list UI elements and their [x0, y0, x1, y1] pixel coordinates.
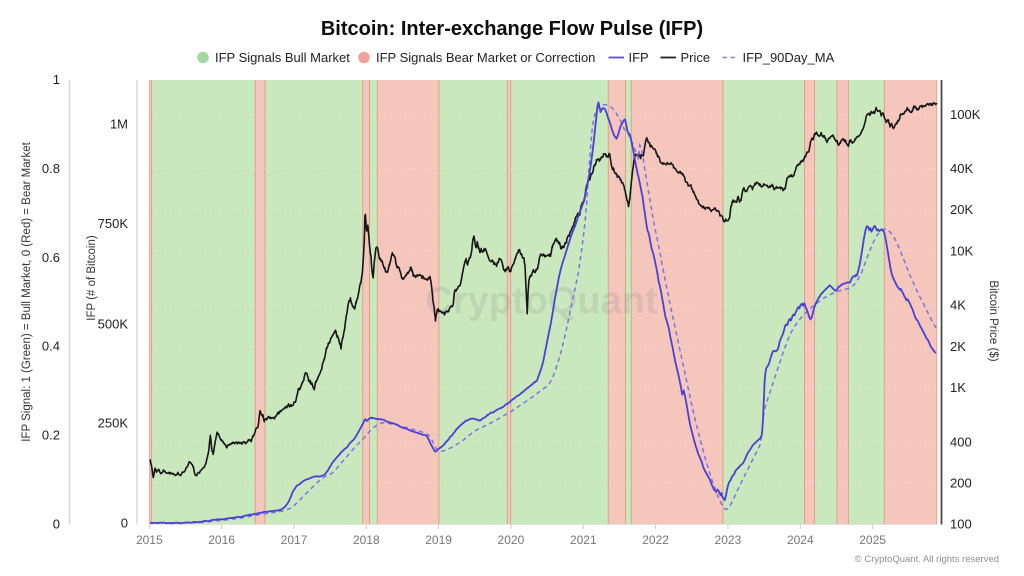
svg-text:0.6: 0.6	[42, 250, 60, 265]
svg-text:2019: 2019	[425, 533, 452, 547]
svg-text:IFP Signals Bear Market or Cor: IFP Signals Bear Market or Correction	[376, 50, 595, 65]
svg-text:200: 200	[950, 475, 972, 490]
svg-text:2015: 2015	[136, 533, 163, 547]
svg-text:2017: 2017	[281, 533, 308, 547]
svg-text:IFP (# of Bitcoin): IFP (# of Bitcoin)	[86, 235, 98, 321]
svg-text:0.2: 0.2	[42, 428, 60, 443]
svg-text:1: 1	[53, 72, 60, 87]
svg-text:0.8: 0.8	[42, 161, 60, 176]
svg-text:100: 100	[950, 517, 972, 532]
svg-text:Bitcoin: Inter-exchange Flow P: Bitcoin: Inter-exchange Flow Pulse (IFP)	[321, 18, 703, 40]
svg-text:CryptoQuant: CryptoQuant	[425, 280, 658, 322]
svg-text:Price: Price	[681, 50, 711, 65]
svg-text:0.4: 0.4	[42, 339, 60, 354]
svg-text:IFP Signal: 1 (Green) = Bull M: IFP Signal: 1 (Green) = Bull Market, 0 (…	[21, 141, 33, 441]
svg-text:2020: 2020	[498, 533, 525, 547]
svg-text:© CryptoQuant. All rights rese: © CryptoQuant. All rights reserved	[855, 554, 999, 565]
svg-text:IFP_90Day_MA: IFP_90Day_MA	[743, 50, 835, 65]
svg-text:100K: 100K	[950, 107, 981, 122]
svg-text:250K: 250K	[98, 416, 129, 431]
svg-text:750K: 750K	[98, 216, 129, 231]
svg-text:2021: 2021	[570, 533, 597, 547]
svg-text:1M: 1M	[110, 117, 128, 132]
svg-text:2016: 2016	[208, 533, 235, 547]
svg-text:0: 0	[53, 517, 60, 532]
svg-text:IFP Signals Bull Market: IFP Signals Bull Market	[215, 50, 350, 65]
svg-text:20K: 20K	[950, 202, 973, 217]
svg-text:2023: 2023	[715, 533, 742, 547]
svg-text:10K: 10K	[950, 243, 973, 258]
svg-text:2022: 2022	[642, 533, 669, 547]
svg-text:40K: 40K	[950, 161, 973, 176]
svg-text:2018: 2018	[353, 533, 380, 547]
svg-text:1K: 1K	[950, 380, 966, 395]
svg-text:4K: 4K	[950, 298, 966, 313]
svg-text:2025: 2025	[859, 533, 886, 547]
svg-text:IFP: IFP	[629, 50, 649, 65]
svg-text:400: 400	[950, 434, 972, 449]
svg-text:2024: 2024	[787, 533, 814, 547]
svg-text:0: 0	[121, 516, 128, 531]
svg-text:500K: 500K	[98, 316, 129, 331]
svg-text:Bitcoin Price ($): Bitcoin Price ($)	[987, 280, 999, 361]
svg-text:2K: 2K	[950, 339, 966, 354]
